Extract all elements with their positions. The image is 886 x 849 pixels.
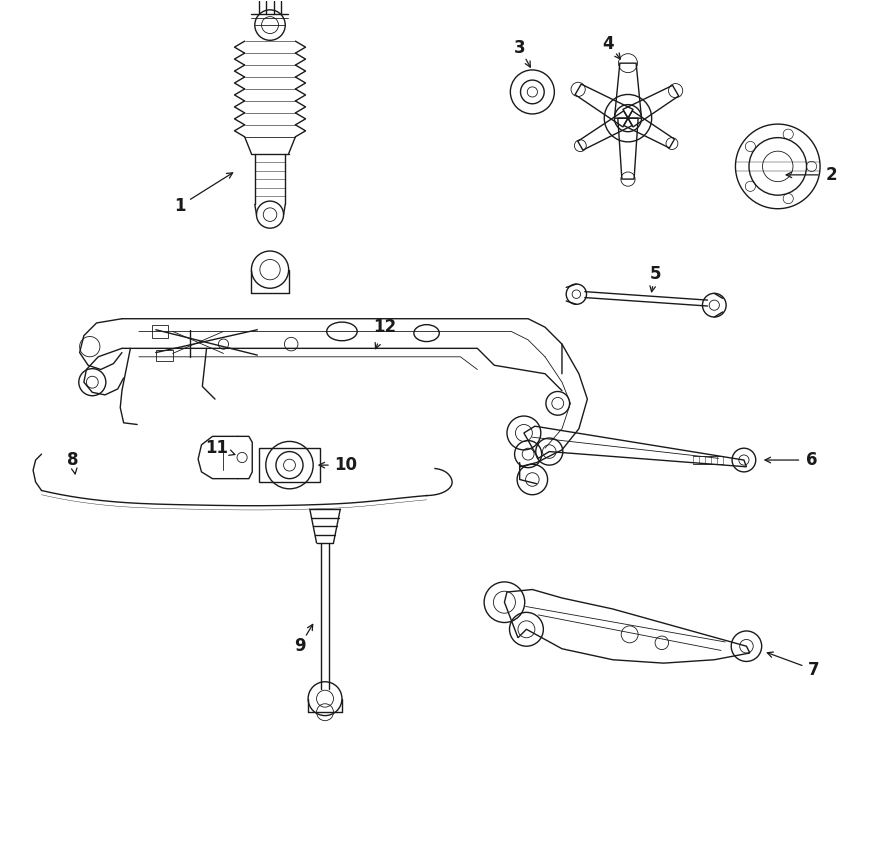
Text: 3: 3 <box>513 39 525 57</box>
Text: 1: 1 <box>174 197 185 215</box>
Text: 10: 10 <box>334 456 357 474</box>
Text: 7: 7 <box>807 661 819 679</box>
Text: 2: 2 <box>824 166 835 184</box>
Text: 6: 6 <box>805 451 816 469</box>
Text: 5: 5 <box>649 265 660 283</box>
Text: 12: 12 <box>372 318 395 336</box>
Text: 9: 9 <box>293 638 305 655</box>
Text: 11: 11 <box>205 439 228 458</box>
Text: 4: 4 <box>602 35 614 53</box>
Text: 8: 8 <box>67 451 79 469</box>
